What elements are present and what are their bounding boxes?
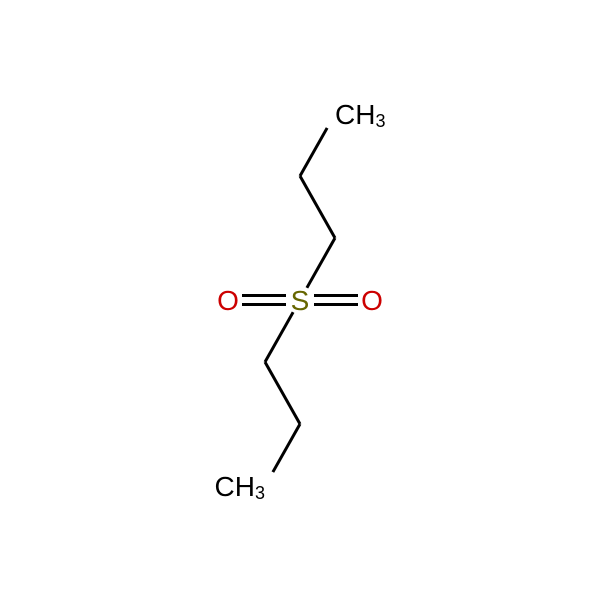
bond (300, 176, 335, 238)
atom-label-CH3_bot: CH3 (215, 471, 265, 504)
bond (273, 424, 300, 472)
atom-label-CH3_top: CH3 (335, 99, 385, 132)
atom-label-S: S (291, 285, 310, 316)
chemical-structure: S O O CH3 CH3 (0, 0, 600, 600)
bond (307, 238, 335, 288)
atom-label-O_left: O (217, 285, 239, 316)
bond (265, 362, 300, 424)
bond (300, 128, 327, 176)
atom-label-O_right: O (361, 285, 383, 316)
bond (265, 312, 293, 362)
